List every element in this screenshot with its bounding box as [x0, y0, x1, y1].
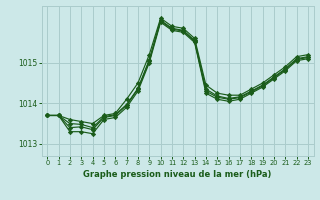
X-axis label: Graphe pression niveau de la mer (hPa): Graphe pression niveau de la mer (hPa)	[84, 170, 272, 179]
